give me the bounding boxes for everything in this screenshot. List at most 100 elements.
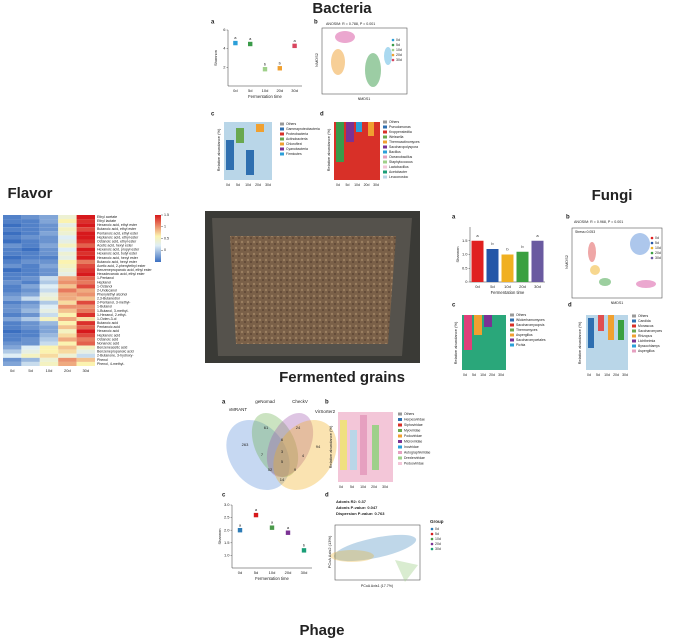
x-tick-label: 20d [285,570,292,575]
heatmap-cell [3,308,22,313]
heatmap-cell [58,357,77,362]
heatmap-cell [58,333,77,338]
section-title: Phage [299,622,344,639]
heatmap-cell [39,223,59,228]
heatmap-cell [21,247,40,252]
heatmap-cell [76,268,95,273]
heatmap-cell [39,280,59,285]
x-tick-label: 10d [360,485,366,489]
heatmap-cell [39,288,59,293]
row-label: Heptanoic acid [97,333,120,337]
legend-swatch [383,120,387,124]
colorbar-label: 0.5 [164,236,169,240]
venn-name: geNomad [255,399,275,404]
heatmap-cell [21,268,40,273]
legend-swatch [398,445,402,449]
heatmap-cell [21,292,40,297]
heatmap-cell [3,251,22,256]
annotation: a [536,233,539,238]
x-tick-label: 10d [604,373,610,377]
heatmap-cell [76,235,95,240]
x-tick-label: 20d [276,88,283,93]
heatmap-cell [58,247,77,252]
legend-label: Myoviridae [404,428,421,432]
legend-label: Saccharomycetales [516,338,546,342]
heatmap-cell [3,337,22,342]
y-tick-label: 0 [465,279,468,284]
heatmap-cell [3,288,22,293]
heatmap-cell [3,259,22,264]
point [262,67,268,72]
row-label: Acetic acid, hexyl ester [97,244,134,248]
legend-swatch [510,338,514,342]
heatmap-cell [76,272,95,277]
heatmap-cell [76,317,95,322]
x-tick-label: 10d [269,570,276,575]
bar [531,240,544,282]
legend-label: 10d [435,537,441,541]
section-title: Fermented grains [279,369,405,386]
stacked-bars [338,412,393,482]
heatmap-cell [21,353,40,358]
heatmap-cell [3,272,22,277]
heatmap-cell [21,239,40,244]
heatmap-cell [3,263,22,269]
heatmap-cell [58,223,77,228]
row-label: Ethyl acetate [97,215,117,219]
y-tick-label: 0.5 [462,265,468,270]
heatmap-cell [76,321,95,326]
heatmap-cell [58,353,77,358]
heatmap-cell [39,333,59,338]
legend-label: Thermomyces [516,328,538,332]
legend-swatch [280,152,284,156]
heatmap-cell [21,349,40,354]
heatmap-cell [21,235,40,240]
row-label: 2-Undecanol [97,288,117,292]
legend-title: Group [430,519,444,524]
heatmap-cell [39,361,59,366]
point [292,43,297,49]
heatmap-cell [21,259,40,264]
x-tick-label: 10d [354,183,360,187]
heatmap-cell [39,243,59,248]
heatmap-cell [39,308,59,313]
heatmap-cell [76,357,95,362]
nmds-plot [321,27,408,95]
bar [501,254,514,282]
heatmap-cell [58,345,77,350]
heatmap-cell [3,312,22,318]
heatmap-cell [21,215,40,220]
row-label: Octanoic acid [97,337,118,341]
nmds-plot [571,227,663,299]
row-label: Heptanoic acid, ethyl ester [97,235,139,239]
heatmap-cell [58,325,77,330]
annotation: a [255,507,258,512]
legend-swatch [398,429,402,432]
x-tick-label: 0d [463,373,467,377]
row-label: 1-Hexanol, 2-ethyl- [97,313,127,317]
heatmap-cell [21,255,40,260]
heatmap-cell [39,227,59,232]
legend-label: 20d [435,542,441,546]
heatmap-cell [21,325,40,330]
y-tick-label: 1.5 [462,238,468,243]
legend-label: Aspergillus [638,349,655,353]
heatmap-cell [76,341,95,346]
legend-label: Kroppenstedtia [389,130,412,134]
annotation: a [287,525,290,530]
stat-text: Adonis P-value: 0.047 [336,505,378,510]
legend-marker [650,236,654,240]
legend-label: Leuconostoc [389,175,409,179]
heatmap-cell [76,353,95,358]
row-label: Phenol, 4-methyl- [97,362,125,366]
heatmap-cell [39,341,59,346]
heatmap-cell [76,259,95,264]
legend-swatch [383,165,387,169]
heatmap-cell [21,312,40,318]
row-label: Butanoic acid, ethyl ester [97,227,137,231]
row-label: Butanoic acid [97,321,118,325]
heatmap-cell [3,239,22,244]
legend-swatch [280,137,284,141]
heatmap-cell [58,243,77,248]
heatmap-cell [3,219,22,224]
